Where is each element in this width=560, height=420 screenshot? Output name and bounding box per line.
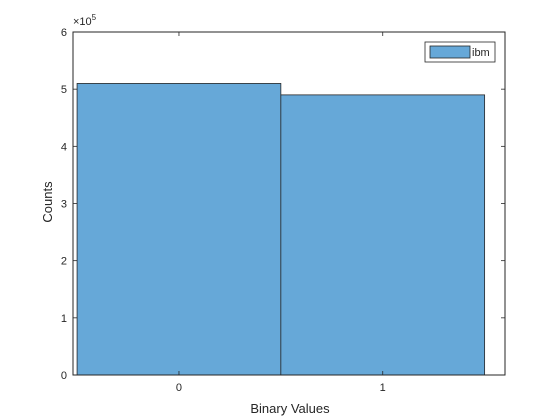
y-tick-label: 2 (61, 256, 67, 268)
x-tick-label: 1 (380, 382, 386, 394)
y-tick-label: 5 (61, 84, 67, 96)
legend-label: ibm (472, 47, 490, 59)
y-axis-multiplier: ×105 (73, 13, 97, 28)
y-tick-label: 0 (61, 370, 67, 382)
y-tick-label: 4 (61, 141, 67, 153)
y-axis-label: Counts (40, 181, 55, 223)
x-tick-label: 0 (176, 382, 182, 394)
y-tick-label: 3 (61, 199, 67, 211)
y-tick-label: 6 (61, 27, 67, 39)
legend[interactable]: ibm (424, 41, 496, 63)
bar-0[interactable] (76, 83, 282, 376)
x-axis-label: Binary Values (250, 401, 330, 416)
bars-group (76, 83, 486, 376)
y-axis-ticks: 0 1 2 3 4 5 6 (61, 27, 505, 382)
y-tick-label: 1 (61, 313, 67, 325)
bar-1[interactable] (280, 94, 486, 376)
legend-swatch (429, 45, 471, 59)
